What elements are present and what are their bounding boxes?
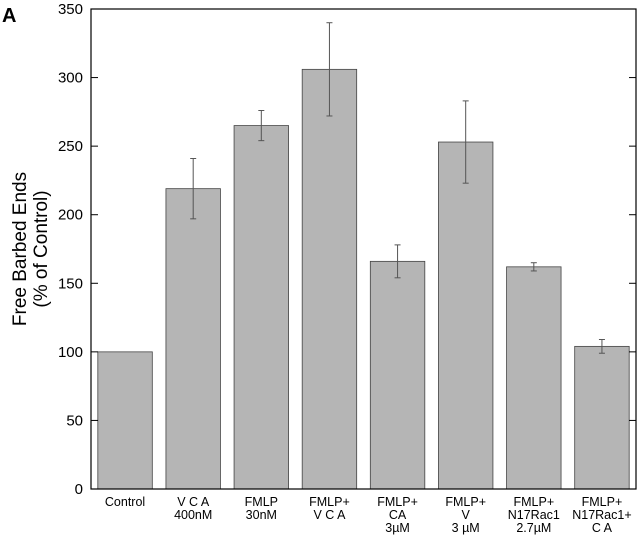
x-category-label: FMLP+ xyxy=(513,495,554,509)
x-category-label: N17Rac1 xyxy=(508,508,560,522)
x-category-label: N17Rac1+ xyxy=(572,508,631,522)
y-axis-ticks: 0 50 100 150 200 250 300 350 xyxy=(58,1,636,498)
plot-frame xyxy=(90,8,637,490)
bar xyxy=(438,141,494,490)
y-tick-label: 0 xyxy=(75,481,83,498)
y-tick-label: 150 xyxy=(58,275,83,292)
panel-label: A xyxy=(2,5,16,27)
bar xyxy=(97,351,153,490)
y-tick-label: 200 xyxy=(58,207,83,224)
bar xyxy=(574,345,630,490)
x-category-label: C A xyxy=(592,521,613,535)
y-tick-label: 50 xyxy=(66,412,83,429)
y-axis-label-line: (% of Control) xyxy=(31,190,52,307)
y-tick-label: 350 xyxy=(58,1,83,18)
bar xyxy=(301,68,358,490)
y-tick-label: 250 xyxy=(58,138,83,155)
x-category-label: FMLP+ xyxy=(377,495,418,509)
x-category-label: 400nM xyxy=(174,508,212,522)
bar xyxy=(369,260,426,490)
x-category-label: V C A xyxy=(177,495,210,509)
x-category-label: FMLP+ xyxy=(582,495,623,509)
x-category-label: 2.7µM xyxy=(516,521,551,535)
y-tick-label: 300 xyxy=(58,70,83,87)
bars xyxy=(97,68,630,490)
bar xyxy=(506,266,562,490)
error-bars xyxy=(190,22,605,354)
bar xyxy=(233,125,289,490)
x-category-label: 3 µM xyxy=(452,521,480,535)
x-category-label: Control xyxy=(105,495,145,509)
bar xyxy=(165,188,221,490)
x-category-label: FMLP+ xyxy=(309,495,350,509)
x-category-label: V xyxy=(462,508,471,522)
y-tick-label: 100 xyxy=(58,344,83,361)
x-category-label: 3µM xyxy=(385,521,410,535)
y-axis-label: Free Barbed Ends (% of Control) xyxy=(10,172,52,326)
x-category-label: V C A xyxy=(313,508,346,522)
x-category-label: CA xyxy=(389,508,407,522)
y-axis-label-line: Free Barbed Ends xyxy=(10,172,31,326)
x-category-label: 30nM xyxy=(246,508,277,522)
x-category-label: FMLP+ xyxy=(445,495,486,509)
x-category-label: FMLP xyxy=(245,495,278,509)
